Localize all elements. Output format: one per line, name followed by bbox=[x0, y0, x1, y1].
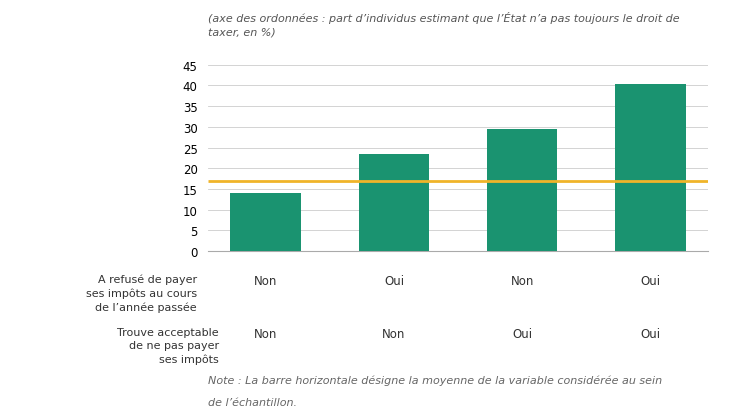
Text: Trouve acceptable
de ne pas payer
ses impôts: Trouve acceptable de ne pas payer ses im… bbox=[118, 327, 219, 364]
Text: de l’échantillon.: de l’échantillon. bbox=[208, 397, 297, 407]
Bar bbox=[487, 130, 558, 252]
Text: A refusé de payer
ses impôts au cours
de l’année passée: A refusé de payer ses impôts au cours de… bbox=[86, 274, 197, 312]
Text: Oui: Oui bbox=[640, 274, 661, 287]
Text: Non: Non bbox=[510, 274, 534, 287]
Text: Note : La barre horizontale désigne la moyenne de la variable considérée au sein: Note : La barre horizontale désigne la m… bbox=[208, 374, 662, 385]
Text: Non: Non bbox=[383, 327, 406, 340]
Bar bbox=[358, 154, 429, 252]
Text: (axe des ordonnées : part d’individus estimant que l’État n’a pas toujours le dr: (axe des ordonnées : part d’individus es… bbox=[208, 12, 680, 37]
Text: Oui: Oui bbox=[640, 327, 661, 340]
Bar bbox=[615, 85, 685, 252]
Text: Oui: Oui bbox=[384, 274, 404, 287]
Text: Oui: Oui bbox=[512, 327, 532, 340]
Bar bbox=[231, 193, 301, 252]
Text: Non: Non bbox=[254, 327, 277, 340]
Text: Non: Non bbox=[254, 274, 277, 287]
